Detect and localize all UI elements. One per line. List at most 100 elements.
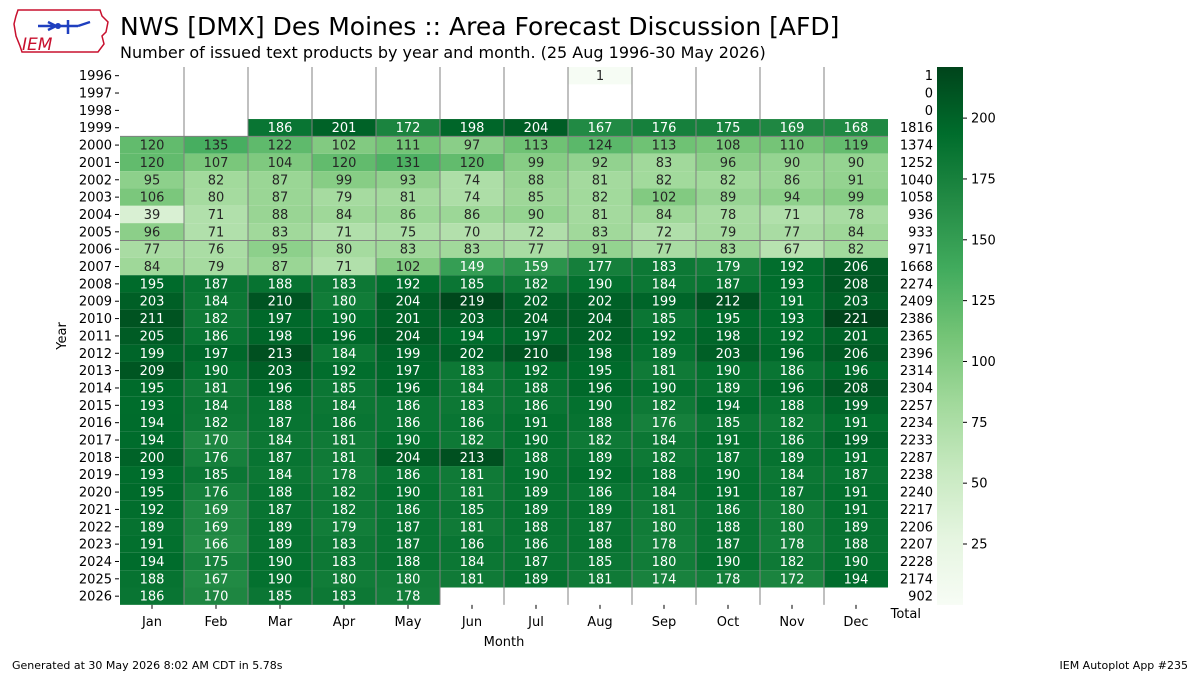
cell-value-label: 186 bbox=[396, 416, 421, 431]
heatmap-cell bbox=[696, 327, 760, 345]
cell-value-label: 187 bbox=[780, 486, 805, 501]
heatmap-cell bbox=[568, 518, 632, 536]
year-tick-label: 2013 bbox=[79, 364, 112, 379]
heatmap-cell bbox=[248, 223, 312, 241]
heatmap-cell bbox=[568, 448, 632, 467]
cell-value-label: 86 bbox=[784, 173, 801, 188]
heatmap-cell bbox=[376, 396, 440, 414]
cell-value-label: 182 bbox=[652, 399, 677, 414]
year-total-label: 1816 bbox=[900, 121, 933, 136]
heatmap-cell bbox=[376, 171, 440, 189]
cell-value-label: 186 bbox=[396, 503, 421, 518]
heatmap-cell bbox=[696, 361, 760, 380]
heatmap-cell bbox=[248, 587, 312, 605]
cell-value-label: 181 bbox=[332, 434, 357, 449]
cell-value-label: 39 bbox=[144, 208, 161, 223]
year-tick-label: 2018 bbox=[79, 451, 112, 466]
month-tick-label: Feb bbox=[204, 615, 227, 630]
cell-value-label: 191 bbox=[844, 451, 869, 466]
heatmap-cell bbox=[696, 188, 760, 206]
heatmap-cell bbox=[312, 309, 376, 328]
heatmap-cell bbox=[760, 205, 824, 224]
cell-value-label: 187 bbox=[268, 416, 293, 431]
heatmap-cell bbox=[824, 136, 888, 154]
year-tick-label: 2004 bbox=[79, 208, 112, 223]
cell-value-label: 84 bbox=[336, 208, 353, 223]
heatmap-cell bbox=[696, 136, 760, 154]
heatmap-cell bbox=[440, 309, 504, 328]
heatmap-cell bbox=[696, 275, 760, 293]
month-tick-label: Jul bbox=[527, 615, 544, 630]
heatmap-cell bbox=[760, 309, 824, 328]
heatmap-cell bbox=[568, 153, 632, 172]
heatmap-cell bbox=[504, 223, 568, 241]
heatmap-cell bbox=[504, 240, 568, 258]
cell-value-label: 190 bbox=[716, 555, 741, 570]
cell-value-label: 198 bbox=[460, 121, 485, 136]
cell-value-label: 106 bbox=[140, 191, 165, 206]
month-tick-label: Oct bbox=[717, 615, 739, 630]
heatmap-cell bbox=[440, 431, 504, 449]
heatmap-cell bbox=[632, 431, 696, 449]
heatmap-cell bbox=[568, 188, 632, 206]
heatmap-cell bbox=[184, 205, 248, 224]
cell-value-label: 213 bbox=[268, 347, 293, 362]
heatmap-cell bbox=[504, 379, 568, 397]
heatmap-cell bbox=[504, 119, 568, 137]
heatmap-cell bbox=[312, 275, 376, 293]
cell-value-label: 83 bbox=[400, 243, 417, 258]
heatmap-cell bbox=[440, 257, 504, 276]
year-tick-label: 2026 bbox=[79, 590, 112, 605]
heatmap-cell bbox=[568, 240, 632, 258]
heatmap-cell bbox=[120, 448, 184, 467]
cell-value-label: 197 bbox=[524, 329, 549, 344]
heatmap-cell bbox=[568, 431, 632, 449]
heatmap-cell bbox=[440, 292, 504, 310]
heatmap-cell bbox=[120, 361, 184, 380]
heatmap-cell bbox=[376, 136, 440, 154]
cell-value-label: 195 bbox=[140, 486, 165, 501]
heatmap-cell bbox=[760, 153, 824, 172]
cell-value-label: 191 bbox=[716, 486, 741, 501]
year-total-label: 1058 bbox=[900, 191, 933, 206]
cell-value-label: 187 bbox=[396, 520, 421, 535]
cell-value-label: 196 bbox=[844, 364, 869, 379]
heatmap-cell bbox=[504, 327, 568, 345]
heatmap-cell bbox=[440, 518, 504, 536]
cell-value-label: 180 bbox=[652, 555, 677, 570]
cell-value-label: 186 bbox=[460, 416, 485, 431]
cell-value-label: 184 bbox=[652, 434, 677, 449]
cell-value-label: 181 bbox=[460, 468, 485, 483]
cell-value-label: 199 bbox=[844, 434, 869, 449]
cell-value-label: 188 bbox=[268, 486, 293, 501]
year-tick-label: 2012 bbox=[79, 347, 112, 362]
cell-value-label: 185 bbox=[460, 503, 485, 518]
heatmap-cell bbox=[696, 466, 760, 484]
cell-value-label: 199 bbox=[652, 295, 677, 310]
heatmap-cell bbox=[568, 171, 632, 189]
heatmap-cell bbox=[248, 500, 312, 519]
heatmap-cell bbox=[376, 188, 440, 206]
cell-value-label: 166 bbox=[204, 538, 229, 553]
cell-value-label: 186 bbox=[332, 416, 357, 431]
heatmap-cell bbox=[376, 361, 440, 380]
cell-value-label: 194 bbox=[140, 434, 165, 449]
cell-value-label: 182 bbox=[204, 312, 229, 327]
heatmap-cell bbox=[312, 396, 376, 414]
heatmap-cell bbox=[568, 309, 632, 328]
heatmap-cell bbox=[312, 188, 376, 206]
year-tick-label: 2021 bbox=[79, 503, 112, 518]
cell-value-label: 87 bbox=[272, 191, 289, 206]
cell-value-label: 183 bbox=[332, 277, 357, 292]
heatmap-cell bbox=[760, 552, 824, 571]
cell-value-label: 196 bbox=[780, 381, 805, 396]
heatmap-cell bbox=[504, 466, 568, 484]
heatmap-cell bbox=[760, 466, 824, 484]
heatmap-cell bbox=[632, 327, 696, 345]
heatmap-cell bbox=[440, 535, 504, 553]
cell-value-label: 119 bbox=[844, 139, 869, 154]
year-total-label: 2238 bbox=[900, 468, 933, 483]
heatmap-cell bbox=[504, 136, 568, 154]
cell-value-label: 187 bbox=[204, 277, 229, 292]
